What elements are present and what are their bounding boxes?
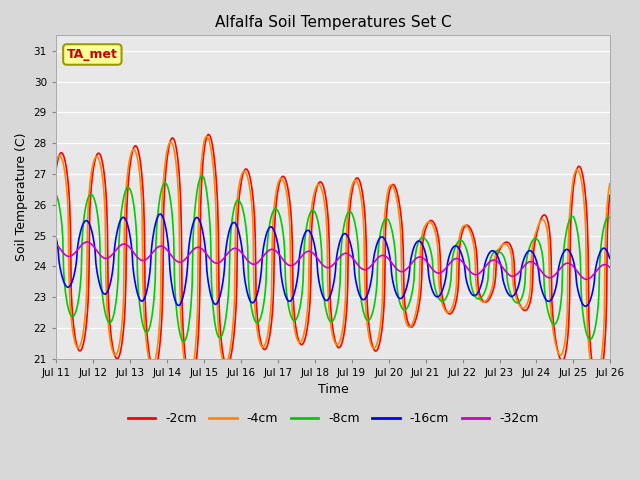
Text: TA_met: TA_met bbox=[67, 48, 118, 61]
-16cm bbox=[205, 284, 213, 290]
-2cm bbox=[205, 132, 212, 137]
-8cm bbox=[198, 173, 206, 179]
-32cm bbox=[205, 254, 213, 260]
-8cm bbox=[180, 339, 188, 345]
-32cm bbox=[582, 276, 590, 282]
-4cm bbox=[401, 314, 408, 320]
X-axis label: Time: Time bbox=[318, 384, 349, 396]
Legend: -2cm, -4cm, -8cm, -16cm, -32cm: -2cm, -4cm, -8cm, -16cm, -32cm bbox=[123, 407, 543, 430]
-16cm bbox=[176, 302, 184, 308]
-16cm bbox=[62, 283, 70, 288]
-16cm bbox=[401, 290, 408, 296]
Line: -16cm: -16cm bbox=[56, 214, 610, 306]
-32cm bbox=[83, 239, 90, 245]
-16cm bbox=[417, 240, 425, 245]
Line: -4cm: -4cm bbox=[56, 136, 610, 380]
-2cm bbox=[62, 162, 70, 168]
Line: -8cm: -8cm bbox=[56, 176, 610, 342]
-16cm bbox=[52, 234, 60, 240]
-8cm bbox=[402, 307, 410, 312]
-16cm bbox=[582, 303, 589, 309]
-4cm bbox=[417, 240, 425, 245]
-16cm bbox=[119, 215, 127, 220]
-4cm bbox=[175, 207, 183, 213]
-32cm bbox=[417, 254, 425, 260]
-4cm bbox=[203, 133, 211, 139]
Y-axis label: Soil Temperature (C): Soil Temperature (C) bbox=[15, 133, 28, 262]
-8cm bbox=[52, 191, 60, 197]
Line: -32cm: -32cm bbox=[56, 242, 610, 279]
-4cm bbox=[205, 138, 213, 144]
-8cm bbox=[418, 235, 426, 240]
-2cm bbox=[175, 170, 183, 176]
-8cm bbox=[606, 215, 614, 220]
-16cm bbox=[606, 255, 614, 261]
-32cm bbox=[401, 268, 408, 274]
-32cm bbox=[62, 252, 70, 258]
-32cm bbox=[52, 240, 60, 246]
-8cm bbox=[119, 199, 127, 204]
-4cm bbox=[606, 181, 614, 187]
-2cm bbox=[417, 288, 425, 294]
-2cm bbox=[205, 132, 213, 138]
-2cm bbox=[119, 334, 127, 339]
-2cm bbox=[401, 301, 408, 307]
-2cm bbox=[52, 168, 60, 174]
-8cm bbox=[206, 221, 214, 227]
-8cm bbox=[62, 292, 70, 298]
-32cm bbox=[606, 264, 614, 270]
-8cm bbox=[175, 326, 183, 332]
Title: Alfalfa Soil Temperatures Set C: Alfalfa Soil Temperatures Set C bbox=[215, 15, 451, 30]
-16cm bbox=[156, 211, 164, 217]
-32cm bbox=[176, 259, 184, 265]
-4cm bbox=[592, 377, 600, 383]
-32cm bbox=[120, 241, 127, 247]
-2cm bbox=[606, 192, 614, 198]
-4cm bbox=[119, 309, 127, 315]
-2cm bbox=[593, 380, 601, 386]
Line: -2cm: -2cm bbox=[56, 134, 610, 383]
-4cm bbox=[62, 178, 70, 183]
-4cm bbox=[52, 160, 60, 166]
